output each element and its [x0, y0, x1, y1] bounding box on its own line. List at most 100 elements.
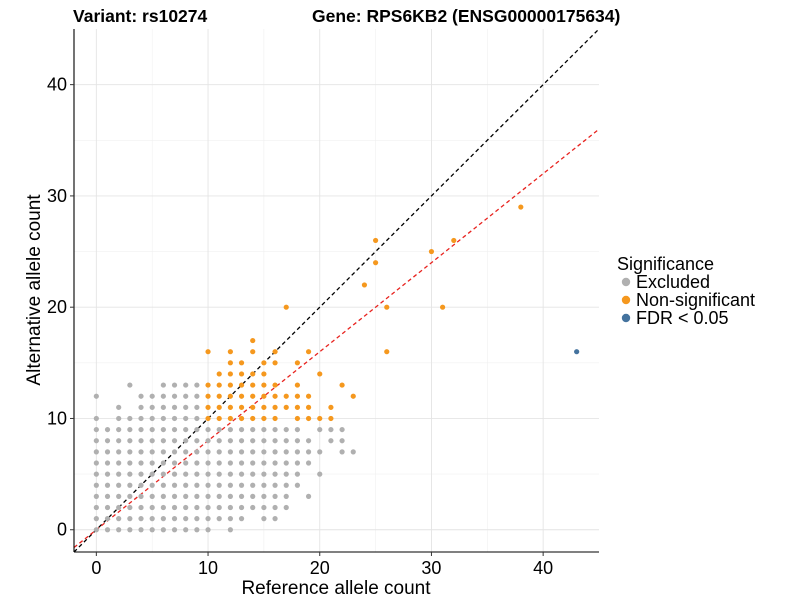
point-excluded: [183, 404, 189, 410]
point-excluded: [183, 482, 189, 488]
point-non-significant: [261, 404, 267, 410]
point-excluded: [216, 426, 222, 433]
point-excluded: [317, 426, 323, 433]
point-excluded: [171, 382, 178, 388]
point-excluded: [216, 471, 222, 477]
point-excluded: [272, 504, 278, 511]
point-excluded: [261, 516, 267, 522]
point-excluded: [171, 482, 178, 488]
point-non-significant: [350, 393, 356, 399]
point-excluded: [138, 449, 144, 455]
point-excluded: [93, 527, 99, 533]
point-excluded: [160, 415, 166, 422]
point-excluded: [283, 504, 289, 511]
point-excluded: [149, 415, 155, 422]
point-excluded: [250, 460, 256, 466]
point-excluded: [116, 493, 122, 499]
point-non-significant: [227, 393, 233, 399]
point-excluded: [116, 504, 122, 511]
point-excluded: [93, 438, 99, 444]
point-excluded: [138, 393, 144, 399]
point-excluded: [261, 504, 267, 511]
point-excluded: [261, 493, 267, 499]
point-excluded: [160, 382, 166, 388]
point-excluded: [339, 438, 345, 444]
point-non-significant: [216, 415, 222, 422]
point-excluded: [160, 493, 166, 499]
point-excluded: [171, 404, 178, 410]
point-non-significant: [238, 371, 245, 377]
point-excluded: [238, 438, 245, 444]
point-non-significant: [272, 415, 278, 422]
legend-label-fdr-0-05: FDR < 0.05: [636, 308, 729, 328]
point-non-significant: [317, 371, 323, 377]
point-non-significant: [339, 382, 345, 388]
point-non-significant: [272, 393, 278, 399]
point-excluded: [149, 471, 155, 477]
point-excluded: [194, 527, 200, 533]
point-non-significant: [294, 382, 301, 388]
point-excluded: [317, 449, 323, 455]
point-non-significant: [227, 404, 233, 410]
point-excluded: [104, 426, 111, 433]
point-excluded: [138, 527, 144, 533]
point-excluded: [305, 493, 312, 499]
point-excluded: [171, 460, 178, 466]
point-excluded: [93, 393, 99, 399]
point-excluded: [104, 460, 111, 466]
point-excluded: [171, 438, 178, 444]
point-excluded: [227, 527, 233, 533]
point-excluded: [149, 426, 155, 433]
point-excluded: [116, 415, 122, 422]
point-excluded: [171, 516, 178, 522]
points-layer: [93, 204, 580, 533]
point-excluded: [272, 516, 278, 522]
point-non-significant: [261, 415, 267, 422]
legend-title: Significance: [617, 254, 714, 274]
y-axis-title: Alternative allele count: [24, 194, 45, 386]
x-tick-label: 10: [198, 558, 218, 578]
point-excluded: [261, 482, 267, 488]
x-axis-title: Reference allele count: [241, 578, 431, 599]
point-excluded: [294, 482, 301, 488]
point-excluded: [116, 516, 122, 522]
legend-label-excluded: Excluded: [636, 272, 710, 292]
point-excluded: [138, 471, 144, 477]
point-excluded: [250, 504, 256, 511]
point-non-significant: [283, 404, 289, 410]
point-excluded: [93, 516, 99, 522]
point-non-significant: [238, 415, 245, 422]
point-non-significant: [384, 349, 390, 355]
point-excluded: [171, 471, 178, 477]
point-excluded: [171, 527, 178, 533]
point-excluded: [272, 471, 278, 477]
point-excluded: [294, 471, 301, 477]
point-excluded: [194, 415, 200, 422]
point-excluded: [104, 438, 111, 444]
point-excluded: [93, 449, 99, 455]
point-excluded: [138, 404, 144, 410]
point-excluded: [183, 415, 189, 422]
point-excluded: [183, 460, 189, 466]
point-non-significant: [305, 415, 312, 422]
point-excluded: [194, 504, 200, 511]
point-non-significant: [250, 404, 256, 410]
point-excluded: [104, 527, 111, 533]
point-non-significant: [227, 382, 233, 388]
point-excluded: [238, 516, 245, 522]
point-excluded: [183, 527, 189, 533]
point-excluded: [205, 438, 211, 444]
point-non-significant: [328, 415, 334, 422]
point-non-significant: [227, 360, 233, 366]
point-excluded: [317, 471, 323, 477]
point-non-significant: [272, 360, 278, 366]
point-excluded: [194, 438, 200, 444]
point-excluded: [116, 438, 122, 444]
point-excluded: [205, 460, 211, 466]
point-excluded: [149, 438, 155, 444]
point-excluded: [194, 471, 200, 477]
point-excluded: [227, 460, 233, 466]
point-non-significant: [261, 371, 267, 377]
point-non-significant: [216, 382, 222, 388]
point-excluded: [127, 527, 133, 533]
